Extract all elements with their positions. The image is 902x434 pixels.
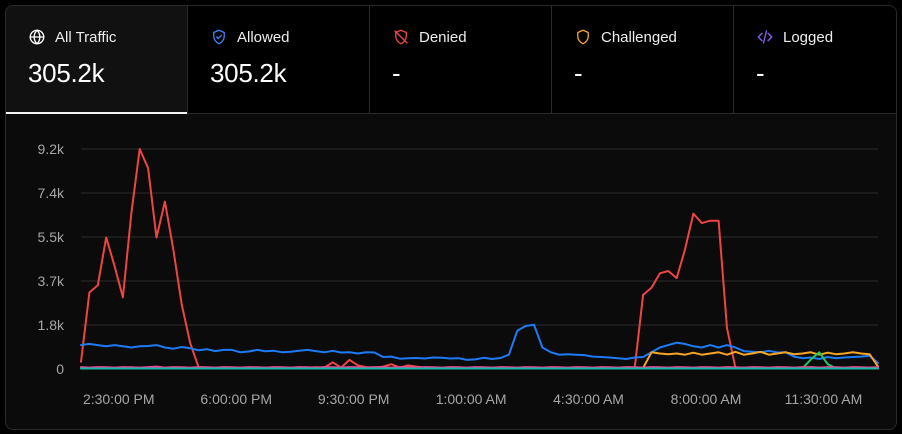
- tab-value: -: [756, 58, 765, 88]
- tab-denied[interactable]: Denied -: [370, 6, 552, 113]
- tab-value: 305.2k: [28, 58, 105, 88]
- tab-value: 305.2k: [210, 58, 287, 88]
- tab-challenged[interactable]: Challenged -: [552, 6, 734, 113]
- x-tick-label: 8:00:00 AM: [671, 391, 742, 407]
- y-tick-label: 1.8k: [38, 317, 65, 333]
- tab-value: -: [392, 58, 401, 88]
- x-tick-label: 2:30:00 PM: [83, 391, 155, 407]
- series-line: [80, 365, 879, 369]
- code-icon: [756, 28, 774, 46]
- x-tick-label: 9:30:00 PM: [318, 391, 390, 407]
- y-tick-label: 3.7k: [38, 273, 65, 289]
- traffic-panel: All Traffic 305.2k Allowed 305.2k Denied…: [5, 5, 897, 430]
- series-line: [80, 350, 879, 369]
- tab-label: Challenged: [601, 28, 677, 46]
- series-line: [80, 323, 879, 364]
- shield-check-icon: [210, 28, 228, 46]
- tab-logged[interactable]: Logged -: [734, 6, 896, 113]
- x-tick-label: 6:00:00 PM: [200, 391, 272, 407]
- tab-value: -: [574, 58, 583, 88]
- y-tick-label: 0: [56, 361, 64, 377]
- globe-icon: [28, 28, 46, 46]
- tab-label: Denied: [419, 28, 467, 46]
- y-tick-label: 9.2k: [38, 141, 65, 157]
- traffic-chart: 0 1.8k 3.7k 5.5k 7.4k 9.2k 2:30:00 PM 6:00:00 P…: [6, 114, 896, 429]
- x-tick-label: 11:30:00 AM: [785, 391, 863, 407]
- shield-off-icon: [392, 28, 410, 46]
- traffic-line-chart: 0 1.8k 3.7k 5.5k 7.4k 9.2k 2:30:00 PM 6:00:00 P…: [38, 141, 879, 407]
- y-tick-label: 7.4k: [38, 185, 65, 201]
- tab-allowed[interactable]: Allowed 305.2k: [188, 6, 370, 113]
- tab-all-traffic[interactable]: All Traffic 305.2k: [6, 6, 188, 114]
- series-line: [80, 351, 879, 370]
- y-tick-label: 5.5k: [38, 229, 65, 245]
- x-tick-label: 1:00:00 AM: [436, 391, 507, 407]
- traffic-tabs: All Traffic 305.2k Allowed 305.2k Denied…: [6, 6, 896, 114]
- x-tick-label: 4:30:00 AM: [553, 391, 624, 407]
- tab-label: All Traffic: [55, 28, 117, 46]
- tab-label: Logged: [783, 28, 834, 46]
- series-line: [80, 148, 879, 369]
- tab-label: Allowed: [237, 28, 290, 46]
- shield-icon: [574, 28, 592, 46]
